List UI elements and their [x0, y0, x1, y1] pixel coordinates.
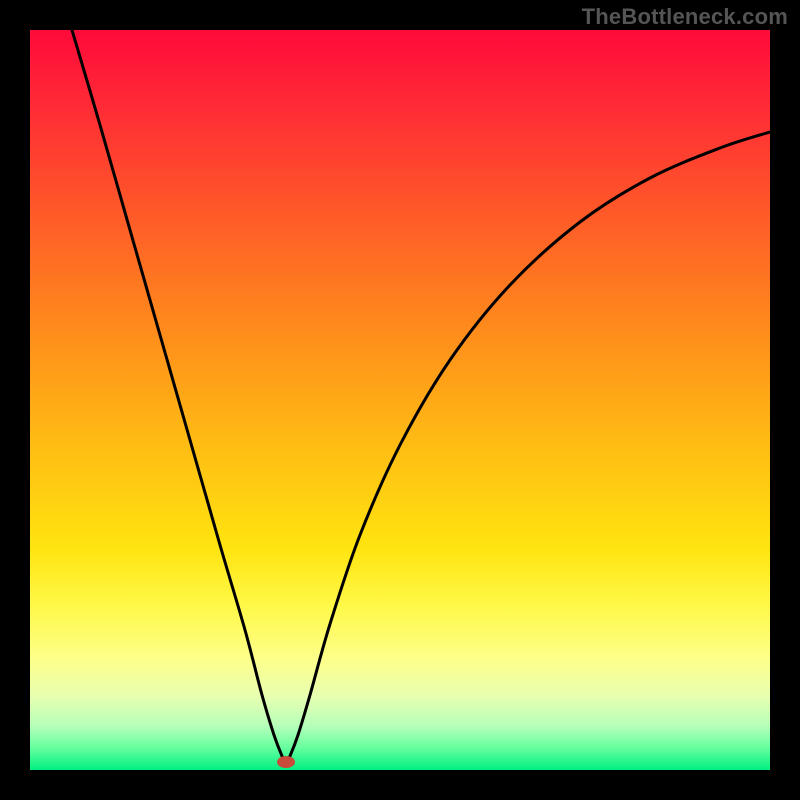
stage: TheBottleneck.com: [0, 0, 800, 800]
plot-area: [30, 30, 770, 770]
bottleneck-chart: [0, 0, 800, 800]
min-marker: [277, 756, 295, 768]
